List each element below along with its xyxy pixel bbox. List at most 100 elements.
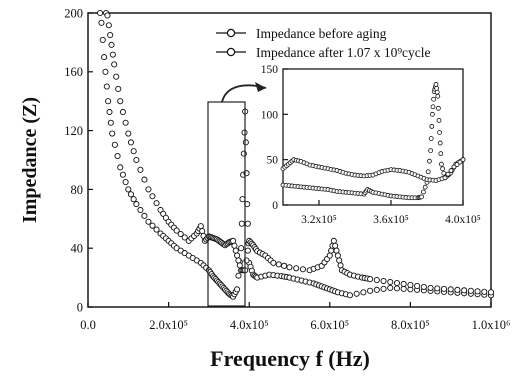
legend-entry-before: Impedance before aging <box>216 26 387 41</box>
data-point <box>437 140 443 146</box>
data-point <box>234 252 241 259</box>
data-point <box>474 288 481 295</box>
x-tick-label: 1.0x10⁶ <box>472 318 511 332</box>
data-point <box>430 104 436 110</box>
main-x-tick-labels: 0.0 2.0x10⁵ 4.0x10⁵ 6.0x10⁵ 8.0x10⁵ 1.0x10⁶ <box>80 318 510 332</box>
data-point <box>127 139 135 146</box>
data-point <box>133 156 140 164</box>
data-point <box>442 175 448 181</box>
data-point <box>429 124 435 129</box>
inset-series-group <box>280 82 466 201</box>
zoom-arrow-head <box>255 82 266 92</box>
data-point <box>481 288 488 295</box>
data-point <box>145 218 152 225</box>
data-point <box>467 287 474 294</box>
data-point <box>332 242 339 249</box>
data-point <box>114 153 121 160</box>
inset-y-tick-labels: 0 50 100 150 <box>261 64 279 212</box>
x-tick-label: 4.0x10⁵ <box>445 214 481 226</box>
data-point <box>419 194 425 200</box>
data-point <box>149 193 156 200</box>
data-point <box>104 12 111 19</box>
data-point <box>447 286 454 293</box>
data-point <box>173 227 180 234</box>
data-point <box>270 259 277 266</box>
data-point <box>420 283 427 290</box>
data-point <box>117 98 124 105</box>
data-point <box>400 285 407 292</box>
data-point <box>197 223 204 230</box>
x-tick-label: 3.2x10⁵ <box>301 214 337 226</box>
data-point <box>109 51 116 58</box>
data-point <box>102 68 109 75</box>
data-point <box>393 285 401 292</box>
main-series-group <box>97 9 495 300</box>
x-tick-label: 0.0 <box>80 318 96 332</box>
data-point <box>130 196 137 203</box>
data-point <box>440 166 446 172</box>
data-point <box>326 252 333 259</box>
data-point <box>177 230 184 238</box>
data-point <box>107 119 114 126</box>
data-point <box>113 73 120 80</box>
data-point <box>108 41 115 48</box>
data-point <box>445 171 451 177</box>
y-tick-label: 0 <box>77 300 83 314</box>
data-point <box>380 285 387 292</box>
data-point <box>137 166 144 173</box>
data-point <box>117 164 124 171</box>
data-point <box>438 161 444 167</box>
y-tick-label: 0 <box>272 200 278 212</box>
data-point <box>244 247 251 254</box>
data-point <box>236 262 243 269</box>
data-point <box>199 227 206 235</box>
series-after-aging <box>103 9 495 296</box>
data-point <box>105 98 112 105</box>
y-tick-label: 80 <box>71 183 84 197</box>
data-point <box>353 290 360 297</box>
data-point <box>437 130 443 135</box>
x-tick-label: 3.6x10⁵ <box>373 214 409 226</box>
data-point <box>457 159 463 165</box>
data-point <box>346 292 354 299</box>
data-point <box>334 252 341 259</box>
y-tick-label: 160 <box>64 65 83 79</box>
data-point <box>153 226 160 233</box>
legend-label-after: Impedance after 1.07 x 10⁹cycle <box>256 45 431 60</box>
data-point <box>119 108 126 116</box>
data-point <box>235 257 242 264</box>
data-point <box>438 151 444 157</box>
data-point <box>336 257 343 264</box>
inset-panel: 3.2x10⁵ 3.6x10⁵ 4.0x10⁵ 0 50 100 150 <box>261 64 481 226</box>
x-tick-label: 6.0x10⁵ <box>310 318 349 332</box>
data-point <box>111 61 118 68</box>
data-point <box>299 266 306 273</box>
data-point <box>99 36 106 44</box>
x-tick-label: 4.0x10⁵ <box>230 318 269 332</box>
data-point <box>428 148 434 154</box>
data-point <box>414 282 421 289</box>
data-point <box>435 93 441 99</box>
inset-x-tick-labels: 3.2x10⁵ 3.6x10⁵ 4.0x10⁵ <box>301 214 481 226</box>
data-point <box>145 186 152 193</box>
data-point <box>141 212 148 219</box>
data-point <box>111 141 118 148</box>
x-axis-title: Frequency f (Hz) <box>210 346 370 371</box>
data-point <box>275 261 282 268</box>
data-point <box>107 32 114 39</box>
data-point <box>433 82 439 87</box>
data-point <box>434 89 440 95</box>
data-point <box>427 284 434 291</box>
data-point <box>461 287 468 294</box>
main-y-tick-labels: 0 40 80 120 160 200 <box>64 6 83 314</box>
data-point <box>97 9 104 17</box>
data-point <box>127 191 135 198</box>
x-tick-label: 8.0x10⁵ <box>391 318 430 332</box>
data-point <box>436 117 442 123</box>
y-tick-label: 120 <box>64 124 83 138</box>
data-point <box>393 279 401 287</box>
series-after-aging <box>280 157 466 183</box>
data-point <box>181 234 188 241</box>
data-point <box>367 276 374 283</box>
